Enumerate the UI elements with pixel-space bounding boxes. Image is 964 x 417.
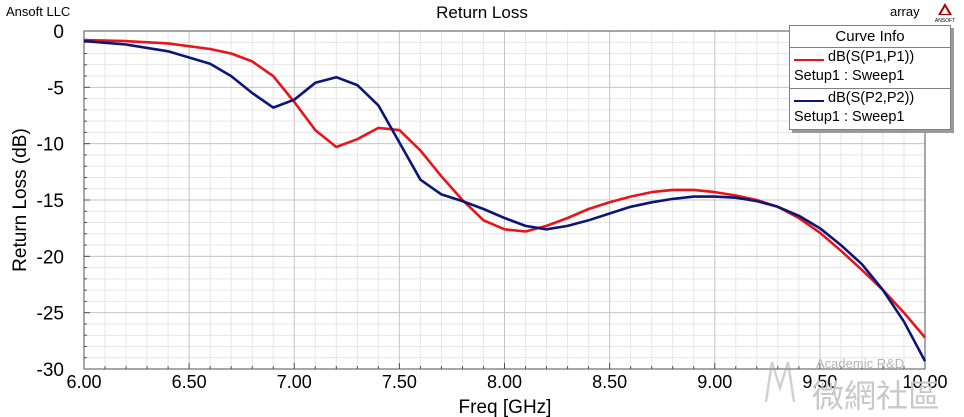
legend: Curve Info dB(S(P1,P1)) Setup1 : Sweep1 …	[789, 25, 951, 130]
y-tick-label: -20	[37, 247, 64, 268]
tick-labels: 6.00 6.50 7.00 7.50 8.00 8.50 9.00 9.50 10.00 0 -5…	[37, 22, 948, 392]
y-axis-label: Return Loss (dB)	[10, 128, 31, 272]
x-tick-label: 10.00	[902, 372, 947, 392]
y-tick-label: -5	[47, 78, 64, 99]
watermark: Academic R&D 微網社區	[764, 356, 940, 414]
x-tick-label: 7.00	[277, 372, 312, 392]
chart-title: Return Loss	[436, 3, 528, 22]
legend-swatch-s22	[794, 100, 824, 102]
legend-entry-s11: dB(S(P1,P1)) Setup1 : Sweep1	[790, 48, 950, 89]
legend-entry-s22: dB(S(P2,P2)) Setup1 : Sweep1	[790, 89, 950, 129]
ansoft-logo: ANSOFT	[935, 3, 955, 24]
series	[83, 38, 927, 362]
grid	[83, 30, 926, 370]
legend-sublabel-s22: Setup1 : Sweep1	[794, 109, 905, 125]
x-tick-label: 9.50	[802, 372, 837, 392]
watermark-glyphs: 微網社區	[812, 377, 940, 414]
legend-label-s22: dB(S(P2,P2))	[828, 90, 915, 106]
series-line-2	[83, 39, 927, 362]
x-tick-label: 6.50	[172, 372, 207, 392]
legend-swatch-s11	[794, 59, 824, 61]
x-tick-label: 6.00	[66, 372, 101, 392]
x-tick-label: 9.00	[697, 372, 732, 392]
x-tick-label: 8.50	[592, 372, 627, 392]
project-label: array	[890, 4, 920, 19]
y-tick-label: -25	[37, 304, 64, 325]
y-tick-label: 0	[53, 22, 64, 43]
x-tick-label: 8.00	[487, 372, 522, 392]
x-tick-label: 7.50	[382, 372, 417, 392]
company-label: Ansoft LLC	[6, 4, 71, 19]
logo-text: ANSOFT	[935, 18, 955, 24]
legend-sublabel-s11: Setup1 : Sweep1	[794, 68, 905, 84]
x-axis-label: Freq [GHz]	[459, 397, 552, 417]
y-tick-label: -10	[37, 135, 64, 156]
legend-title: Curve Info	[790, 26, 950, 48]
y-tick-label: -15	[37, 191, 64, 212]
axes	[83, 30, 926, 370]
legend-label-s11: dB(S(P1,P1))	[828, 49, 915, 65]
watermark-text: Academic R&D	[816, 356, 904, 371]
y-tick-label: -30	[37, 360, 64, 381]
